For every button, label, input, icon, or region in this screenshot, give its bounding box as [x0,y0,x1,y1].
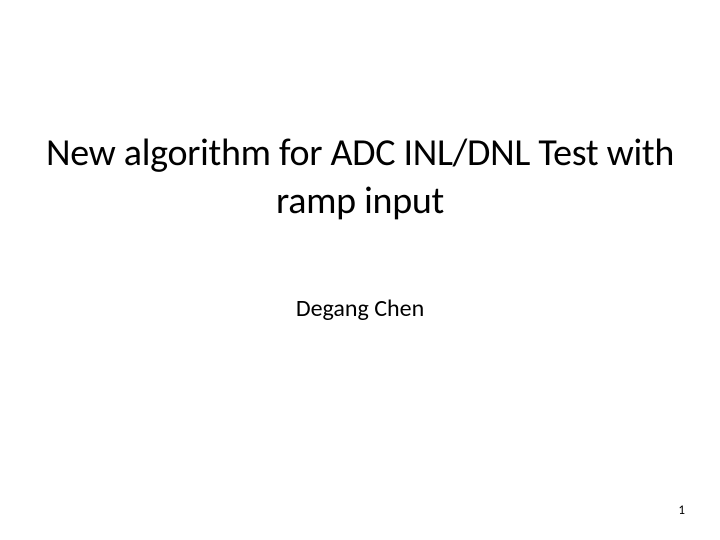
title-container: New algorithm for ADC INL/DNL Test with … [0,130,720,225]
slide-author: Degang Chen [0,294,720,323]
page-number: 1 [678,503,685,518]
slide-title: New algorithm for ADC INL/DNL Test with … [30,130,690,225]
author-container: Degang Chen [0,294,720,323]
